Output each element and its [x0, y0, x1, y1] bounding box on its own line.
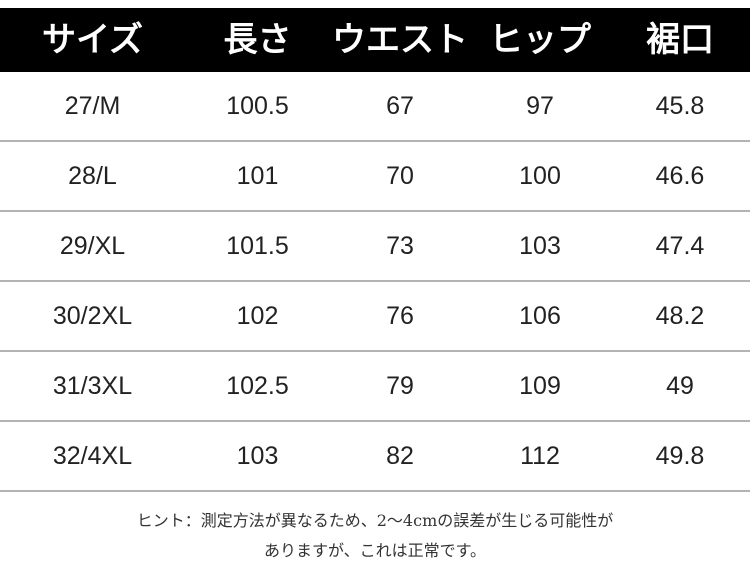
cell-size: 27/M	[64, 91, 121, 120]
measurement-note: ヒント：測定方法が異なるため、2～4cmの誤差が生じる可能性が ありますが、これ…	[0, 506, 750, 566]
cell-hem: 49	[666, 371, 694, 400]
table-row: 32/4XL 103 82 112 49.8	[0, 422, 750, 492]
note-line-2: ありますが、これは正常です。	[263, 541, 487, 560]
cell-size: 28/L	[68, 161, 117, 190]
cell-length: 101	[236, 161, 279, 190]
cell-hem: 48.2	[655, 301, 705, 330]
header-size: サイズ	[42, 20, 143, 60]
cell-length: 102	[236, 301, 279, 330]
cell-waist: 67	[386, 91, 414, 120]
cell-length: 100.5	[226, 91, 289, 120]
table-row: 31/3XL 102.5 79 109 49	[0, 352, 750, 422]
cell-size: 31/3XL	[52, 371, 133, 400]
cell-waist: 70	[386, 161, 414, 190]
cell-hem: 49.8	[655, 441, 705, 470]
note-line-1: ヒント：測定方法が異なるため、2～4cmの誤差が生じる可能性が	[136, 511, 614, 530]
cell-hip: 103	[519, 231, 561, 260]
cell-hip: 106	[519, 301, 561, 330]
cell-hip: 97	[526, 91, 554, 120]
cell-hip: 112	[520, 441, 560, 470]
header-hip: ヒップ	[489, 20, 591, 60]
cell-waist: 76	[386, 301, 414, 330]
cell-waist: 82	[386, 441, 414, 470]
cell-hem: 47.4	[655, 231, 705, 260]
cell-length: 102.5	[226, 371, 289, 400]
cell-size: 32/4XL	[52, 441, 133, 470]
cell-size: 30/2XL	[52, 301, 133, 330]
table-row: 30/2XL 102 76 106 48.2	[0, 282, 750, 352]
table-row: 27/M 100.5 67 97 45.8	[0, 72, 750, 142]
cell-waist: 79	[386, 371, 414, 400]
cell-hem: 45.8	[655, 91, 705, 120]
table-row: 28/L 101 70 100 46.6	[0, 142, 750, 212]
cell-size: 29/XL	[59, 231, 126, 260]
cell-length: 101.5	[226, 231, 289, 260]
table-header-row: サイズ 長さ ウエスト ヒップ 裾口	[0, 8, 750, 72]
cell-hip: 109	[519, 371, 561, 400]
header-waist: ウエスト	[332, 20, 468, 60]
cell-hip: 100	[519, 161, 561, 190]
header-hem: 裾口	[646, 20, 714, 60]
cell-hem: 46.6	[655, 161, 705, 190]
table-row: 29/XL 101.5 73 103 47.4	[0, 212, 750, 282]
header-length: 長さ	[223, 20, 292, 60]
cell-waist: 73	[386, 231, 414, 260]
cell-length: 103	[236, 441, 279, 470]
